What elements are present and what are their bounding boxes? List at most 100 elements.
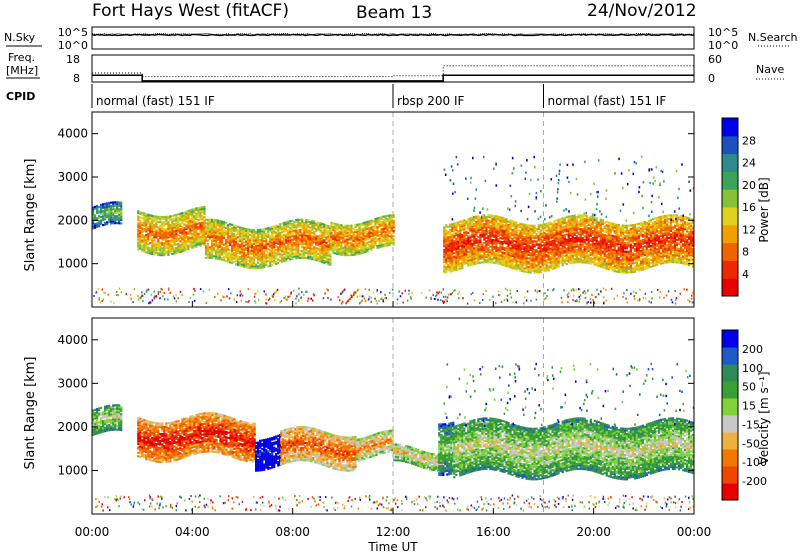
power-cell bbox=[299, 237, 302, 240]
power-cell bbox=[447, 236, 450, 239]
power-cell bbox=[382, 236, 385, 239]
power-cell bbox=[453, 222, 456, 225]
power-cell bbox=[527, 240, 530, 243]
power-cell bbox=[179, 217, 182, 221]
power-cell bbox=[575, 257, 578, 260]
power-cell bbox=[321, 248, 324, 252]
power-cell bbox=[195, 243, 198, 246]
power-cell bbox=[519, 262, 522, 265]
power-cell bbox=[541, 228, 544, 232]
power-cell bbox=[465, 262, 468, 265]
power-cell bbox=[515, 249, 518, 252]
power-cell bbox=[597, 226, 600, 229]
power-cell bbox=[185, 245, 188, 248]
power-cell bbox=[589, 262, 592, 265]
power-cell bbox=[569, 218, 572, 221]
power-cell bbox=[447, 260, 450, 263]
power-cell bbox=[253, 263, 256, 266]
power-cell bbox=[311, 223, 314, 226]
power-cell bbox=[277, 225, 280, 228]
power-cell bbox=[485, 245, 488, 248]
power-cell bbox=[587, 218, 590, 221]
power-cell bbox=[609, 265, 612, 268]
power-cell bbox=[569, 222, 572, 225]
power-cell bbox=[495, 227, 498, 230]
power-cell bbox=[607, 230, 610, 233]
power-cell bbox=[453, 266, 456, 269]
power-cell bbox=[313, 236, 316, 239]
power-cell bbox=[465, 260, 468, 263]
power-cell bbox=[471, 244, 474, 247]
power-cell bbox=[567, 243, 570, 246]
power-cell bbox=[593, 228, 596, 231]
power-cell bbox=[443, 243, 446, 246]
power-cell bbox=[287, 229, 290, 232]
power-cell bbox=[269, 250, 272, 253]
power-cell bbox=[199, 222, 202, 225]
power-cell bbox=[235, 233, 238, 236]
power-cell bbox=[541, 251, 544, 254]
power-cell bbox=[291, 235, 294, 238]
power-cell bbox=[212, 224, 216, 227]
power-cell bbox=[619, 239, 622, 243]
power-cell bbox=[392, 240, 395, 243]
power-cell bbox=[185, 214, 188, 217]
power-cell bbox=[621, 228, 624, 231]
power-cell bbox=[471, 249, 474, 252]
power-cell bbox=[533, 271, 536, 274]
power-cell bbox=[163, 221, 166, 224]
power-cell bbox=[346, 243, 349, 246]
power-cell bbox=[197, 225, 200, 229]
power-cell bbox=[293, 248, 296, 251]
power-cell bbox=[325, 253, 328, 256]
power-cell bbox=[169, 248, 172, 251]
power-cell bbox=[265, 239, 268, 242]
power-cell bbox=[216, 219, 220, 222]
power-cell bbox=[485, 236, 488, 239]
power-cell bbox=[541, 263, 544, 266]
power-cell bbox=[529, 259, 532, 262]
power-cell bbox=[137, 239, 140, 242]
power-cell bbox=[167, 239, 170, 243]
power-cell bbox=[222, 257, 226, 260]
power-cell bbox=[271, 238, 274, 241]
power-cell bbox=[503, 253, 506, 257]
power-cell bbox=[599, 249, 602, 253]
power-cell bbox=[291, 240, 294, 243]
power-cell bbox=[243, 241, 246, 244]
power-cell bbox=[575, 230, 578, 233]
power-cell bbox=[245, 233, 248, 236]
power-cell bbox=[392, 229, 395, 233]
power-cell bbox=[141, 234, 144, 237]
power-cell bbox=[545, 245, 548, 248]
power-cell bbox=[455, 267, 458, 270]
power-cell bbox=[477, 246, 480, 249]
power-cell bbox=[499, 259, 502, 262]
power-cell bbox=[513, 260, 516, 263]
power-cell bbox=[575, 219, 578, 222]
power-cell bbox=[297, 232, 300, 235]
power-cell bbox=[575, 226, 578, 229]
power-cell bbox=[259, 254, 262, 257]
power-cell bbox=[358, 228, 361, 231]
power-cell bbox=[507, 231, 510, 234]
power-cell bbox=[297, 239, 300, 242]
power-cell bbox=[557, 263, 560, 266]
power-cell bbox=[301, 239, 304, 242]
power-cell bbox=[311, 219, 314, 223]
power-cell bbox=[483, 233, 486, 236]
power-cell bbox=[297, 220, 300, 223]
power-cell bbox=[457, 256, 460, 259]
power-cell bbox=[537, 269, 540, 272]
power-cell bbox=[388, 235, 391, 238]
power-cell bbox=[346, 247, 349, 250]
power-cell bbox=[489, 245, 492, 248]
power-cell bbox=[611, 227, 614, 231]
power-cell bbox=[557, 255, 560, 258]
power-cell bbox=[271, 250, 274, 253]
power-cell bbox=[477, 249, 480, 252]
power-cell bbox=[265, 241, 268, 244]
power-cell bbox=[501, 223, 504, 226]
power-cell bbox=[342, 227, 345, 231]
power-cell bbox=[210, 249, 214, 253]
